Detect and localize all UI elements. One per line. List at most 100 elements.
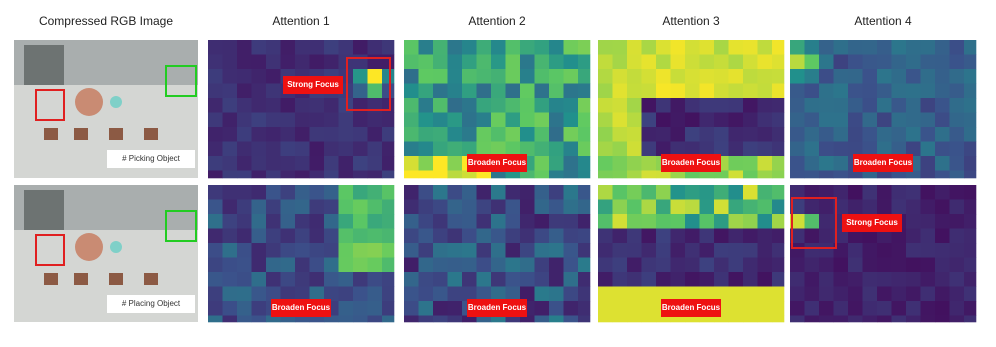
jar xyxy=(144,273,158,285)
heat-cell xyxy=(222,286,238,302)
heat-cell xyxy=(549,54,564,70)
heat-cell xyxy=(208,301,223,316)
heat-cell xyxy=(743,272,758,287)
heat-cell xyxy=(549,315,564,323)
heat-cell xyxy=(295,54,310,70)
heat-cell xyxy=(743,98,758,113)
heat-cell xyxy=(309,257,325,273)
heat-cell xyxy=(848,243,863,258)
heat-cell xyxy=(353,199,368,215)
heat-cell xyxy=(804,112,820,128)
heat-cell xyxy=(418,141,434,157)
heat-cell xyxy=(790,228,805,244)
heat-cell xyxy=(382,112,395,128)
heat-cell xyxy=(462,83,477,99)
heat-cell xyxy=(280,228,296,244)
heat-cell xyxy=(382,243,395,258)
heat-cell xyxy=(670,228,686,244)
heat-cell xyxy=(641,272,657,287)
heat-cell xyxy=(964,243,977,258)
heat-cell xyxy=(418,127,434,142)
heat-cell xyxy=(476,199,492,215)
heat-cell xyxy=(382,228,395,244)
heat-cell xyxy=(534,185,550,200)
heat-cell xyxy=(353,69,368,84)
column-header: Attention 1 xyxy=(272,14,330,28)
heat-cell xyxy=(790,141,805,157)
heat-cell xyxy=(447,54,463,70)
heat-cell xyxy=(772,228,785,244)
heat-cell xyxy=(549,272,564,287)
heat-cell xyxy=(833,40,849,55)
heat-cell xyxy=(251,286,267,302)
column-header: Attention 3 xyxy=(662,14,720,28)
heat-cell xyxy=(418,286,434,302)
heat-cell xyxy=(714,40,729,55)
heat-cell xyxy=(819,141,834,157)
heat-cell xyxy=(743,156,758,171)
heat-cell xyxy=(491,214,506,229)
heat-cell xyxy=(670,243,686,258)
heat-cell xyxy=(804,243,820,258)
heat-cell xyxy=(338,214,354,229)
heat-cell xyxy=(804,40,820,55)
heat-cell xyxy=(612,272,628,287)
heat-cell xyxy=(208,199,223,215)
heat-cell xyxy=(237,40,252,55)
heat-cell xyxy=(418,40,434,55)
heat-cell xyxy=(949,112,965,128)
heat-cell xyxy=(804,98,820,113)
heat-cell xyxy=(534,83,550,99)
heat-cell xyxy=(433,315,448,323)
heat-cell xyxy=(367,199,383,215)
heat-cell xyxy=(578,301,591,316)
heat-cell xyxy=(804,228,820,244)
heat-cell xyxy=(641,69,657,84)
heat-cell xyxy=(563,40,579,55)
heat-cell xyxy=(833,112,849,128)
heat-cell xyxy=(208,257,223,273)
heat-cell xyxy=(949,199,965,215)
heat-cell xyxy=(598,112,613,128)
heat-cell xyxy=(382,156,395,171)
heat-cell xyxy=(549,141,564,157)
heat-cell xyxy=(612,315,628,323)
heat-cell xyxy=(534,272,550,287)
heat-cell xyxy=(862,40,878,55)
heat-cell xyxy=(935,301,950,316)
heat-cell xyxy=(382,83,395,99)
heat-cell xyxy=(862,185,878,200)
heat-cell xyxy=(891,98,907,113)
heat-cell xyxy=(404,54,419,70)
heat-cell xyxy=(906,141,921,157)
heat-cell xyxy=(404,69,419,84)
heat-cell xyxy=(433,257,448,273)
heat-cell xyxy=(520,257,535,273)
heat-cell xyxy=(804,185,820,200)
heat-cell xyxy=(699,54,715,70)
heat-cell xyxy=(309,214,325,229)
heat-cell xyxy=(433,199,448,215)
heat-cell xyxy=(505,199,521,215)
heat-cell xyxy=(920,301,936,316)
heat-cell xyxy=(476,83,492,99)
heat-cell xyxy=(520,112,535,128)
heat-cell xyxy=(367,40,383,55)
heat-cell xyxy=(237,272,252,287)
heat-cell xyxy=(877,199,892,215)
heat-cell xyxy=(563,272,579,287)
heat-cell xyxy=(656,69,671,84)
heat-cell xyxy=(964,40,977,55)
heat-cell xyxy=(862,141,878,157)
heat-cell xyxy=(804,141,820,157)
heat-cell xyxy=(964,98,977,113)
heat-cell xyxy=(476,141,492,157)
heat-cell xyxy=(641,156,657,171)
heat-cell xyxy=(757,257,773,273)
heat-cell xyxy=(447,286,463,302)
heat-cell xyxy=(641,40,657,55)
heat-cell xyxy=(964,54,977,70)
heat-cell xyxy=(935,214,950,229)
heat-cell xyxy=(949,228,965,244)
heat-cell xyxy=(862,170,878,179)
